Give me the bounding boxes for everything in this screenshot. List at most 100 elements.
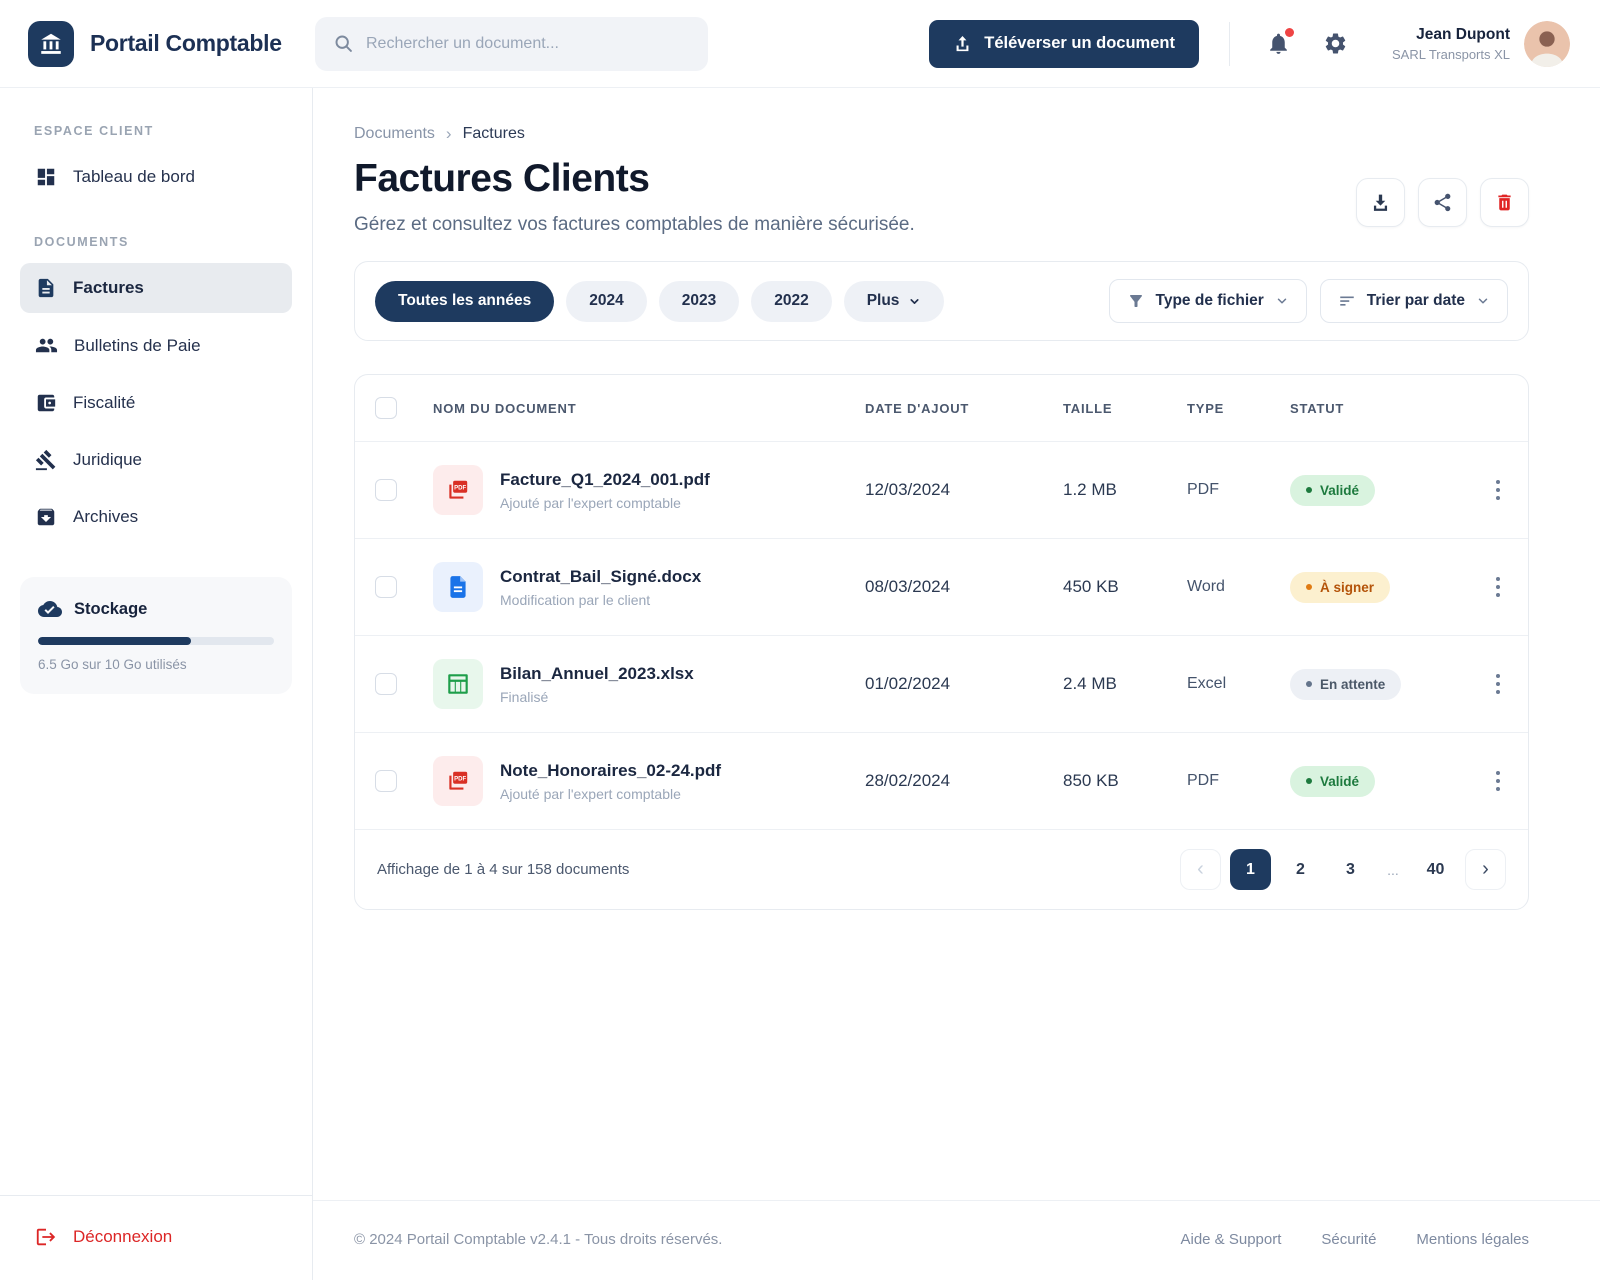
row-checkbox[interactable] xyxy=(375,673,397,695)
footer-link-mentions[interactable]: Mentions légales xyxy=(1416,1231,1529,1248)
page-button-40[interactable]: 40 xyxy=(1415,849,1456,890)
status-badge: En attente xyxy=(1290,668,1402,700)
upload-icon xyxy=(953,34,972,53)
chevron-right-icon: › xyxy=(445,124,452,143)
sidebar-item-label: Fiscalité xyxy=(73,393,136,412)
row-checkbox[interactable] xyxy=(375,576,397,598)
pill-2024[interactable]: 2024 xyxy=(566,280,647,322)
share-icon xyxy=(1432,192,1453,213)
document-name: Bilan_Annuel_2023.xlsx xyxy=(500,663,694,683)
table-row[interactable]: PDF Facture_Q1_2024_001.pdf Ajouté par l… xyxy=(355,441,1528,538)
table-row[interactable]: PDF Note_Honoraires_02-24.pdf Ajouté par… xyxy=(355,732,1528,829)
pagination-summary: Affichage de 1 à 4 sur 158 documents xyxy=(377,861,630,878)
search-icon xyxy=(333,33,354,54)
row-checkbox[interactable] xyxy=(375,479,397,501)
header-divider xyxy=(1228,21,1230,66)
sidebar-section-documents: DOCUMENTS xyxy=(34,235,129,249)
breadcrumb-factures: Factures xyxy=(462,125,525,142)
sort-dropdown[interactable]: Trier par date xyxy=(1319,279,1508,323)
row-menu-button[interactable] xyxy=(1488,668,1509,701)
status-dot xyxy=(1306,681,1312,687)
doc-text: Note_Honoraires_02-24.pdf Ajouté par l'e… xyxy=(500,761,721,802)
status-badge: Validé xyxy=(1290,474,1376,506)
document-subtitle: Ajouté par l'expert comptable xyxy=(500,494,681,511)
pager: ‹ 1 2 3 ... 40 › xyxy=(1180,849,1506,890)
wallet-icon xyxy=(35,392,57,414)
sidebar-item-factures[interactable]: Factures xyxy=(20,263,292,313)
column-header-status: STATUT xyxy=(1290,400,1345,416)
documents-table: NOM DU DOCUMENT DATE D'AJOUT TAILLE TYPE… xyxy=(354,374,1529,910)
table-header-row: NOM DU DOCUMENT DATE D'AJOUT TAILLE TYPE… xyxy=(355,375,1528,441)
pdf-file-icon: PDF xyxy=(433,756,483,806)
footer-link-securite[interactable]: Sécurité xyxy=(1321,1231,1377,1248)
sidebar-item-fiscalite[interactable]: Fiscalité xyxy=(20,378,292,428)
next-page-button[interactable]: › xyxy=(1465,849,1506,890)
column-header-type: TYPE xyxy=(1187,400,1225,416)
table-row[interactable]: Contrat_Bail_Signé.docx Modification par… xyxy=(355,538,1528,635)
sidebar-item-juridique[interactable]: Juridique xyxy=(20,435,292,485)
upload-document-button[interactable]: Téléverser un document xyxy=(929,19,1199,68)
pill-2022[interactable]: 2022 xyxy=(751,280,832,322)
upload-label: Téléverser un document xyxy=(984,34,1175,52)
settings-button[interactable] xyxy=(1317,25,1354,62)
row-menu-button[interactable] xyxy=(1488,765,1509,798)
sidebar-section-espace-client: ESPACE CLIENT xyxy=(34,124,154,138)
download-button[interactable] xyxy=(1356,178,1405,227)
column-header-size: TAILLE xyxy=(1063,400,1113,416)
page-title: Factures Clients xyxy=(354,157,650,200)
sort-label: Trier par date xyxy=(1366,292,1465,309)
document-icon xyxy=(35,277,57,299)
storage-widget: Stockage 6.5 Go sur 10 Go utilisés xyxy=(20,577,292,694)
page-button-3[interactable]: 3 xyxy=(1330,849,1371,890)
breadcrumb: Documents › Factures xyxy=(354,124,1529,144)
chevron-down-icon xyxy=(1275,294,1289,308)
page-head-text: Factures Clients Gérez et consultez vos … xyxy=(354,144,915,236)
table-row[interactable]: Bilan_Annuel_2023.xlsx Finalisé 01/02/20… xyxy=(355,635,1528,732)
logout-button[interactable]: Déconnexion xyxy=(20,1216,292,1258)
row-menu-button[interactable] xyxy=(1488,474,1509,507)
chevron-down-icon xyxy=(908,295,921,308)
sidebar-item-label: Factures xyxy=(73,278,144,297)
file-type-dropdown[interactable]: Type de fichier xyxy=(1108,279,1307,323)
bank-icon xyxy=(38,31,64,57)
select-all-checkbox[interactable] xyxy=(375,397,397,419)
pagination-bar: Affichage de 1 à 4 sur 158 documents ‹ 1… xyxy=(355,829,1528,909)
document-name: Facture_Q1_2024_001.pdf xyxy=(500,469,710,489)
pill-plus[interactable]: Plus xyxy=(843,280,945,322)
excel-file-icon xyxy=(433,659,483,709)
sidebar-item-bulletins-de-paie[interactable]: Bulletins de Paie xyxy=(20,320,292,371)
search-bar[interactable] xyxy=(315,16,708,71)
notifications-button[interactable] xyxy=(1260,25,1297,62)
pill-toutes-les-annees[interactable]: Toutes les années xyxy=(375,280,555,322)
document-subtitle: Ajouté par l'expert comptable xyxy=(500,785,681,802)
app-logo xyxy=(28,20,74,67)
document-subtitle: Finalisé xyxy=(500,688,549,705)
doc-text: Facture_Q1_2024_001.pdf Ajouté par l'exp… xyxy=(500,470,710,511)
document-name: Note_Honoraires_02-24.pdf xyxy=(500,760,722,780)
user-meta: Jean Dupont SARL Transports XL xyxy=(1392,26,1510,62)
sidebar-item-label: Bulletins de Paie xyxy=(74,335,201,355)
pill-2023[interactable]: 2023 xyxy=(658,280,740,322)
delete-button[interactable] xyxy=(1480,178,1529,227)
page-button-2[interactable]: 2 xyxy=(1280,849,1321,890)
document-type: PDF xyxy=(1187,772,1219,789)
footer-link-aide[interactable]: Aide & Support xyxy=(1180,1231,1282,1248)
row-checkbox[interactable] xyxy=(375,770,397,792)
sidebar-item-label: Archives xyxy=(73,507,139,526)
share-button[interactable] xyxy=(1418,178,1467,227)
year-filter-pills: Toutes les années 2024 2023 2022 Plus xyxy=(375,280,945,322)
sidebar-gap xyxy=(20,209,292,235)
page-button-1[interactable]: 1 xyxy=(1230,849,1271,890)
sidebar-item-tableau-de-bord[interactable]: Tableau de bord xyxy=(20,152,292,202)
search-input[interactable] xyxy=(366,34,690,53)
breadcrumb-documents[interactable]: Documents xyxy=(354,125,435,142)
sidebar-item-archives[interactable]: Archives xyxy=(20,492,292,542)
storage-title: Stockage xyxy=(74,599,148,618)
user-menu[interactable]: Jean Dupont SARL Transports XL xyxy=(1392,20,1570,67)
gear-icon xyxy=(1323,31,1348,56)
row-menu-button[interactable] xyxy=(1488,571,1509,604)
previous-page-button[interactable]: ‹ xyxy=(1180,849,1221,890)
document-date: 01/02/2024 xyxy=(865,674,951,693)
document-size: 1.2 MB xyxy=(1063,480,1117,499)
storage-progress-track xyxy=(38,637,274,645)
